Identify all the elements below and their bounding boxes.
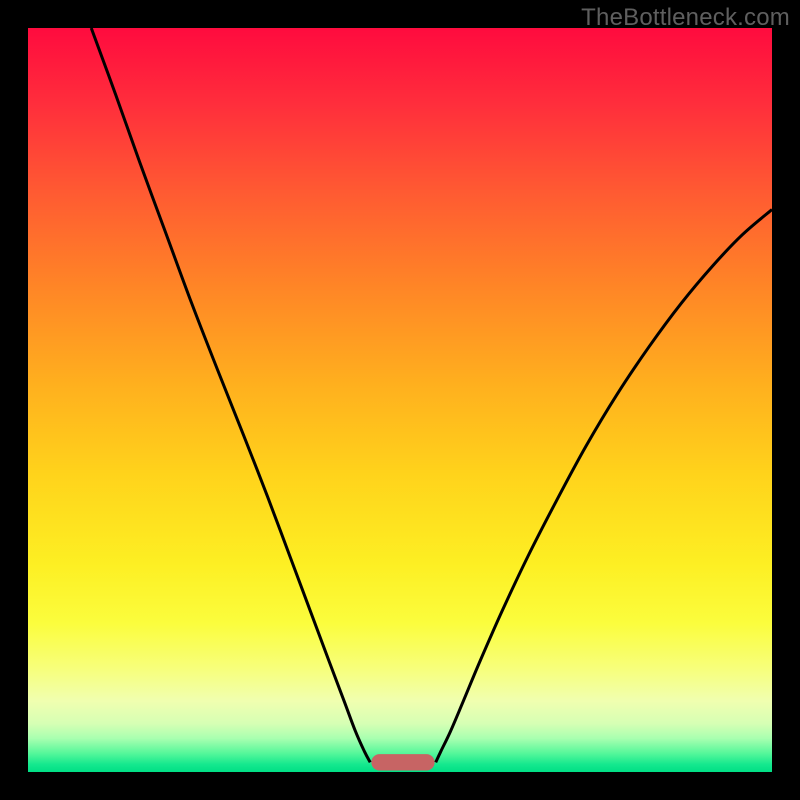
- watermark-text: TheBottleneck.com: [581, 4, 790, 32]
- chart-canvas: TheBottleneck.com: [0, 0, 800, 800]
- gradient-background: [28, 28, 772, 772]
- chart-svg: [0, 0, 800, 800]
- trough-marker: [371, 754, 434, 770]
